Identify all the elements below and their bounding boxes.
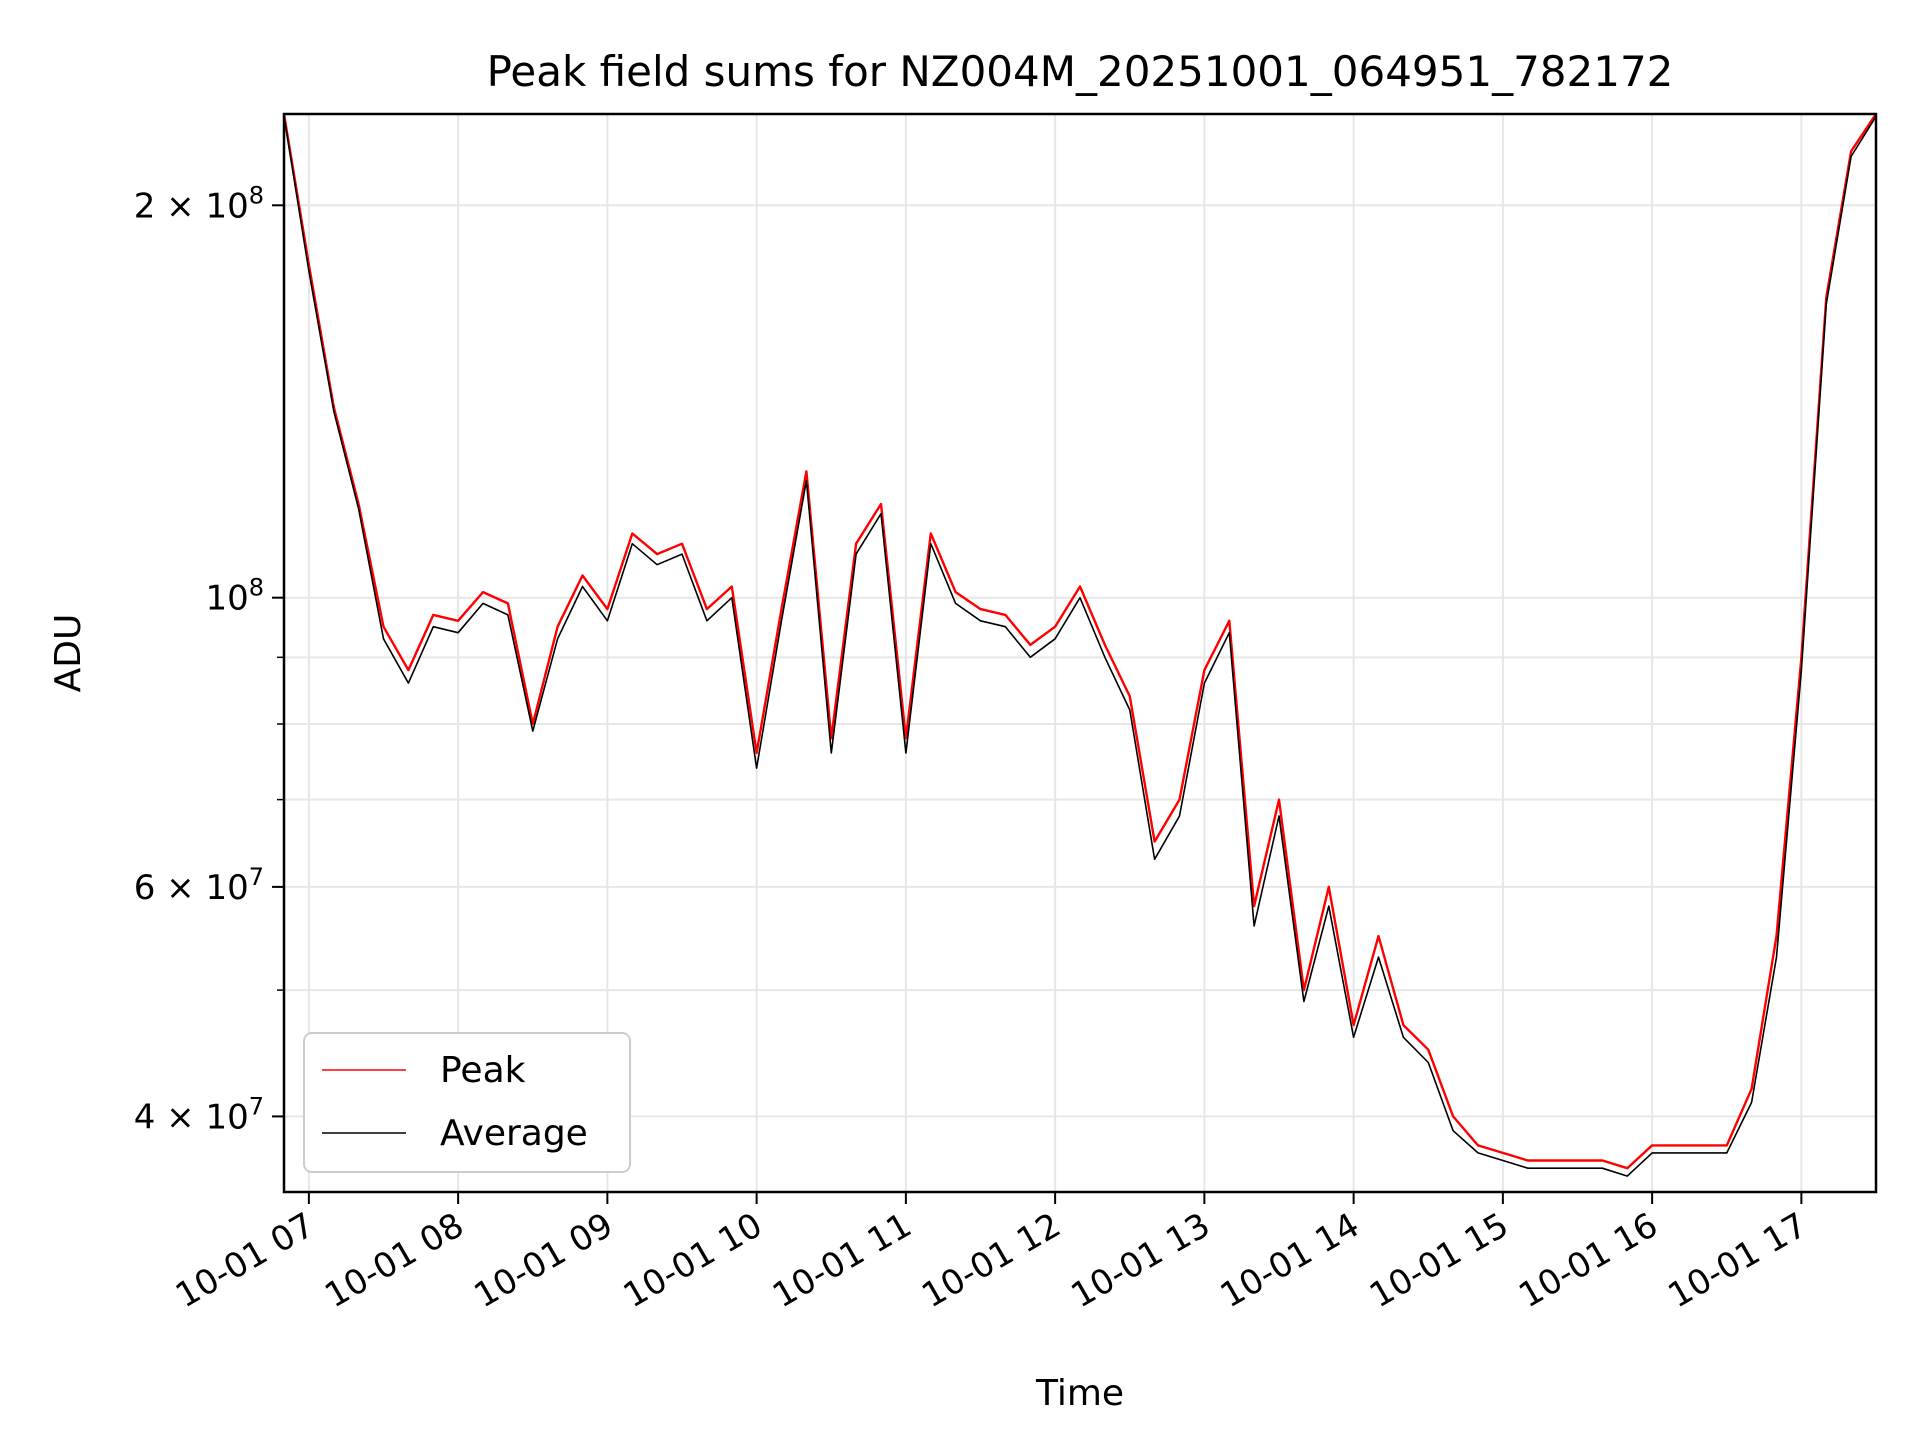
- series-line-peak: [282, 113, 1877, 1170]
- legend-label-average: Average: [440, 1113, 588, 1154]
- legend-label-peak: Peak: [440, 1050, 526, 1091]
- x-axis-label: Time: [1035, 1373, 1124, 1414]
- series-lines: [282, 113, 1877, 1177]
- y-tick-label: 4 × 107: [134, 1092, 264, 1137]
- legend: Peak Average: [303, 1032, 631, 1173]
- y-axis-label: ADU: [48, 614, 89, 693]
- y-tick-label: 2 × 108: [134, 181, 264, 226]
- plot-frame: [282, 112, 1878, 1194]
- series-line-average: [283, 115, 1877, 1177]
- y-tick-label: 6 × 107: [134, 863, 264, 908]
- chart-title: Peak field sums for NZ004M_20251001_0649…: [487, 47, 1674, 96]
- legend-box: [303, 1032, 631, 1173]
- y-tick-label: 108: [205, 574, 264, 619]
